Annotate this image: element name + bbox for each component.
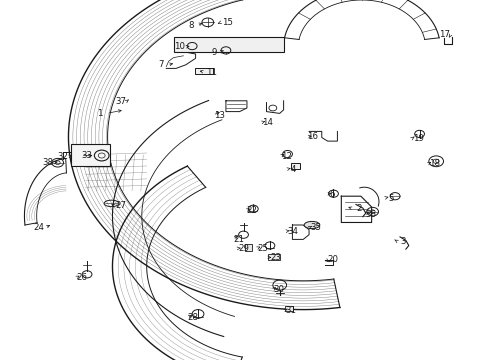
- Text: 24: 24: [34, 223, 44, 232]
- FancyBboxPatch shape: [245, 244, 252, 251]
- Text: 6: 6: [329, 190, 335, 199]
- Text: 28: 28: [187, 313, 198, 322]
- Text: 14: 14: [262, 118, 273, 127]
- Text: 1: 1: [97, 109, 103, 118]
- Text: 9: 9: [211, 48, 216, 57]
- Text: 37: 37: [116, 97, 126, 106]
- Text: 34: 34: [286, 227, 297, 236]
- Text: 22: 22: [246, 206, 257, 215]
- FancyBboxPatch shape: [173, 37, 283, 52]
- FancyBboxPatch shape: [71, 144, 110, 166]
- Text: 2: 2: [356, 204, 362, 213]
- Text: 35: 35: [309, 223, 320, 232]
- Text: 27: 27: [116, 202, 126, 210]
- Text: 26: 26: [77, 274, 87, 282]
- Text: 8: 8: [187, 21, 193, 30]
- Text: 31: 31: [285, 306, 296, 315]
- Text: 10: 10: [174, 42, 185, 51]
- Text: 29: 29: [238, 244, 248, 253]
- Text: 12: 12: [280, 152, 291, 161]
- Text: 5: 5: [387, 194, 393, 202]
- Text: 21: 21: [233, 235, 244, 244]
- Text: 32: 32: [57, 152, 68, 161]
- Text: 20: 20: [326, 256, 337, 264]
- Text: 16: 16: [307, 132, 318, 141]
- Text: 4: 4: [290, 165, 296, 174]
- Text: 13: 13: [213, 111, 224, 120]
- Text: 15: 15: [222, 18, 232, 27]
- Text: 18: 18: [428, 159, 439, 168]
- Text: 36: 36: [365, 210, 375, 219]
- Text: 38: 38: [42, 158, 53, 167]
- Text: 7: 7: [158, 60, 164, 69]
- FancyBboxPatch shape: [290, 163, 299, 169]
- Text: 23: 23: [270, 253, 281, 262]
- Text: 19: 19: [412, 134, 423, 143]
- Text: 3: 3: [400, 237, 406, 246]
- FancyBboxPatch shape: [284, 306, 293, 311]
- Text: 30: 30: [273, 285, 284, 294]
- Text: 33: 33: [81, 151, 92, 160]
- Ellipse shape: [304, 221, 319, 229]
- FancyBboxPatch shape: [267, 254, 279, 260]
- Text: 11: 11: [205, 68, 216, 77]
- Text: 17: 17: [439, 30, 449, 39]
- FancyBboxPatch shape: [194, 68, 213, 74]
- Text: 25: 25: [257, 244, 268, 253]
